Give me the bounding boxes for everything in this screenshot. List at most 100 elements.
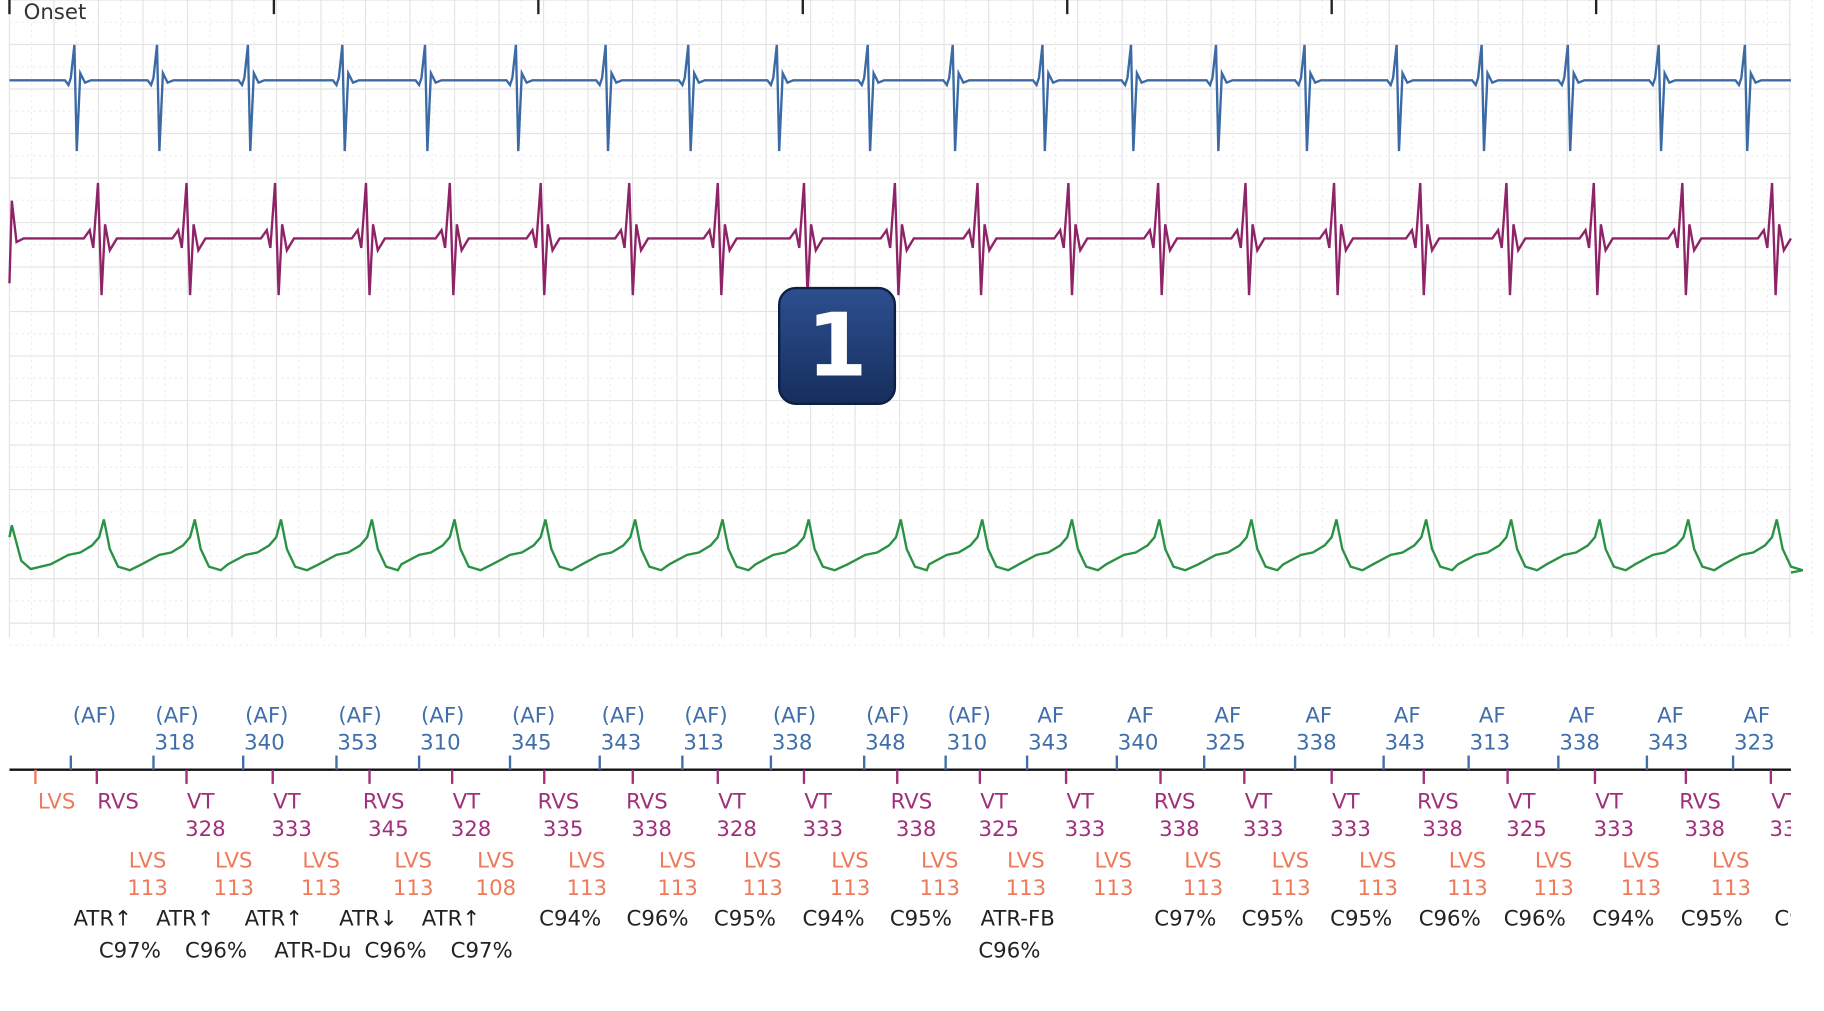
badge-number: 1 — [807, 294, 868, 396]
lv-sense-marker: LVS — [1449, 849, 1487, 874]
ventricular-marker: VT — [804, 790, 833, 815]
ventricular-interval: 345 — [368, 817, 409, 842]
ventricular-interval: 333 — [271, 817, 312, 842]
ventricular-marker: VT — [1066, 790, 1095, 815]
lv-sense-interval: 113 — [657, 876, 698, 901]
atrial-marker: (AF) — [73, 704, 116, 729]
status-text: C96% — [978, 938, 1040, 963]
ventricular-marker: RVS — [1679, 790, 1721, 815]
ventricular-interval: 338 — [631, 817, 672, 842]
status-text: C95% — [1330, 907, 1392, 932]
atrial-marker: (AF) — [421, 704, 464, 729]
lv-sense-marker: LVS — [302, 849, 340, 874]
atrial-interval: 325 — [1205, 731, 1246, 756]
status-text: C97% — [1154, 907, 1216, 932]
lv-sense-interval: 113 — [213, 876, 254, 901]
lv-sense-interval: 113 — [1093, 876, 1134, 901]
atrial-marker: AF — [1037, 704, 1064, 729]
lv-sense-marker: LVS — [1622, 849, 1660, 874]
atrial-marker: (AF) — [602, 704, 645, 729]
atrial-interval: 340 — [244, 731, 285, 756]
ventricular-marker: RVS — [626, 790, 668, 815]
ventricular-marker: VT — [718, 790, 747, 815]
status-text: ATR↑ — [73, 907, 131, 932]
atrial-marker: (AF) — [155, 704, 198, 729]
status-text: C95% — [714, 907, 776, 932]
atrial-marker: AF — [1657, 704, 1684, 729]
lv-sense-interval: 113 — [1270, 876, 1311, 901]
status-text: ATR↑ — [245, 907, 303, 932]
ventricular-interval: 328 — [451, 817, 492, 842]
ventricular-interval: 338 — [1684, 817, 1725, 842]
lv-sense-interval: 113 — [830, 876, 871, 901]
status-text: C96% — [627, 907, 689, 932]
lv-sense-marker: LVS — [1007, 849, 1045, 874]
ventricular-marker: RVS — [1417, 790, 1459, 815]
status-text: C95% — [1681, 907, 1743, 932]
ventricular-marker: VT — [1332, 790, 1361, 815]
atrial-interval: 313 — [1470, 731, 1511, 756]
status-text: ATR↑ — [422, 907, 480, 932]
wave-purple — [8, 182, 1792, 296]
status-text: C97% — [99, 938, 161, 963]
atrial-interval: 338 — [1559, 731, 1600, 756]
status-text: C94% — [539, 907, 601, 932]
atrial-interval: 313 — [683, 731, 724, 756]
status-text: C9 — [1774, 907, 1802, 932]
lv-sense-marker: LVS — [477, 849, 515, 874]
lv-sense-marker: LVS — [215, 849, 253, 874]
atrial-marker: (AF) — [338, 704, 381, 729]
status-text: ATR↓ — [339, 907, 397, 932]
ventricular-marker: RVS — [891, 790, 933, 815]
ventricular-interval: 325 — [1506, 817, 1547, 842]
lv-sense-interval: 113 — [1533, 876, 1574, 901]
atrial-interval: 323 — [1734, 731, 1775, 756]
status-text: C96% — [1419, 907, 1481, 932]
lv-sense-interval: 113 — [1621, 876, 1662, 901]
ventricular-interval: 328 — [185, 817, 226, 842]
ventricular-interval: 325 — [978, 817, 1019, 842]
atrial-interval: 348 — [865, 731, 906, 756]
atrial-marker: (AF) — [866, 704, 909, 729]
lv-sense-marker: LVS — [568, 849, 606, 874]
ventricular-marker: VT — [273, 790, 302, 815]
lv-sense-marker: LVS — [1272, 849, 1310, 874]
atrial-marker: AF — [1214, 704, 1241, 729]
lv-sense-marker: LVS — [129, 849, 167, 874]
wave-blue — [9, 44, 1791, 152]
ventricular-interval: 328 — [716, 817, 757, 842]
ventricular-interval: 338 — [896, 817, 937, 842]
lv-sense-marker: LVS — [394, 849, 432, 874]
ventricular-interval: 338 — [1422, 817, 1463, 842]
ventricular-marker: RVS — [538, 790, 580, 815]
atrial-interval: 340 — [1118, 731, 1159, 756]
lv-sense-marker: LVS — [831, 849, 869, 874]
lv-sense-marker: LVS — [744, 849, 782, 874]
status-text: C97% — [451, 938, 513, 963]
lv-sense-interval: 113 — [1357, 876, 1398, 901]
atrial-interval: 310 — [947, 731, 988, 756]
atrial-interval: 343 — [1028, 731, 1069, 756]
status-text: C96% — [185, 938, 247, 963]
atrial-marker: AF — [1479, 704, 1506, 729]
status-text: C94% — [802, 907, 864, 932]
ventricular-marker: VT — [453, 790, 482, 815]
lv-sense-marker: LVS — [1712, 849, 1750, 874]
ventricular-interval: 333 — [1065, 817, 1106, 842]
ventricular-interval: 333 — [1769, 817, 1810, 842]
lv-sense-interval: 113 — [127, 876, 168, 901]
status-text: C96% — [1504, 907, 1566, 932]
status-text: C95% — [1242, 907, 1304, 932]
atrial-marker: AF — [1743, 704, 1770, 729]
marker-channel: (AF) (AF)318(AF)340(AF)353(AF)310(AF)345(… — [34, 704, 1810, 963]
status-text: C94% — [1592, 907, 1654, 932]
status-text: ATR-FB — [981, 907, 1055, 932]
atrial-interval: 345 — [511, 731, 552, 756]
atrial-marker: (AF) — [948, 704, 991, 729]
lv-sense-interval: 113 — [742, 876, 783, 901]
ventricular-interval: 335 — [543, 817, 584, 842]
lv-sense-marker: LVS — [1535, 849, 1573, 874]
ventricular-marker: VT — [1595, 790, 1624, 815]
ventricular-marker: VT — [187, 790, 216, 815]
